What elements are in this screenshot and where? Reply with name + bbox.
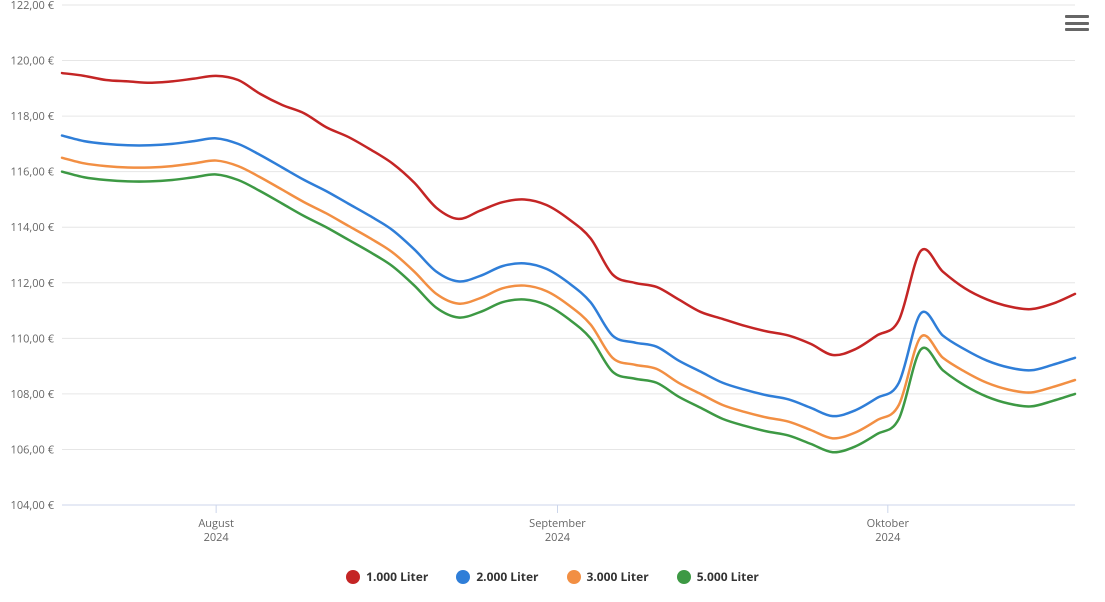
legend-swatch-icon (456, 570, 470, 584)
y-axis-label: 114,00 € (11, 220, 55, 235)
x-axis-label: September (529, 516, 586, 531)
series-line (62, 136, 1075, 417)
y-axis-label: 116,00 € (11, 165, 55, 180)
legend-item[interactable]: 2.000 Liter (456, 568, 538, 585)
x-axis-sublabel: 2024 (204, 530, 230, 545)
x-axis-label: Oktober (867, 516, 910, 531)
y-axis-label: 106,00 € (11, 442, 55, 457)
legend-swatch-icon (677, 570, 691, 584)
legend-label: 2.000 Liter (476, 568, 538, 585)
chart-canvas: 104,00 € 106,00 € 108,00 € 110,00 € 112,00 €… (0, 0, 1105, 602)
legend-item[interactable]: 3.000 Liter (567, 568, 649, 585)
legend-swatch-icon (346, 570, 360, 584)
x-axis-sublabel: 2024 (545, 530, 571, 545)
legend-item[interactable]: 5.000 Liter (677, 568, 759, 585)
hamburger-icon (1065, 15, 1089, 18)
legend-label: 5.000 Liter (697, 568, 759, 585)
y-axis-label: 110,00 € (11, 331, 55, 346)
y-axis-label: 118,00 € (11, 109, 55, 124)
y-axis-label: 112,00 € (11, 276, 55, 291)
x-axis-label: August (198, 516, 234, 531)
chart-legend: 1.000 Liter 2.000 Liter 3.000 Liter 5.000 L… (0, 568, 1105, 585)
y-axis-label: 104,00 € (11, 498, 55, 513)
chart-menu-button[interactable] (1065, 12, 1089, 34)
series-line (62, 158, 1075, 439)
y-axis-label: 120,00 € (11, 54, 55, 69)
y-axis-label: 108,00 € (11, 387, 55, 402)
legend-swatch-icon (567, 570, 581, 584)
legend-label: 3.000 Liter (587, 568, 649, 585)
y-axis-label: 122,00 € (11, 0, 55, 13)
legend-label: 1.000 Liter (366, 568, 428, 585)
legend-item[interactable]: 1.000 Liter (346, 568, 428, 585)
x-axis-sublabel: 2024 (875, 530, 901, 545)
price-chart: 104,00 € 106,00 € 108,00 € 110,00 € 112,00 €… (0, 0, 1105, 602)
